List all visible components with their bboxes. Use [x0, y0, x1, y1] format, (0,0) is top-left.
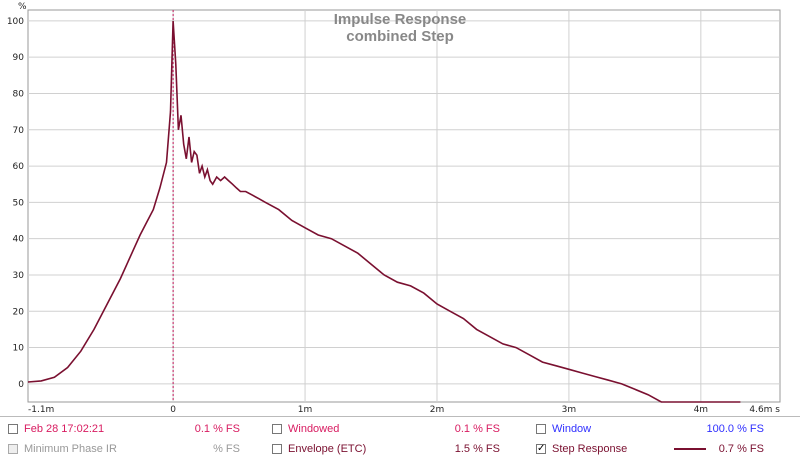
chart-title: Impulse Response — [334, 11, 467, 28]
y-tick-label: 90 — [13, 53, 25, 63]
y-tick-label: 60 — [13, 162, 25, 172]
x-tick-label: 3m — [562, 405, 577, 415]
y-tick-label: 80 — [13, 89, 25, 99]
legend-panel: Feb 28 17:02:21 0.1 % FS Windowed 0.1 % … — [0, 416, 800, 461]
x-tick-label: 1m — [298, 405, 313, 415]
x-tick-label: 4m — [694, 405, 709, 415]
plot-frame — [27, 9, 781, 403]
envelope-value: 1.5 % FS — [454, 443, 500, 455]
step-response-line-swatch — [674, 448, 706, 450]
y-tick-label: 10 — [13, 344, 25, 354]
measurement-checkbox[interactable] — [8, 424, 18, 434]
legend-item-measurement[interactable]: Feb 28 17:02:21 0.1 % FS — [8, 421, 258, 437]
x-axis-ticks: -1.1m 0 1m 2m 3m 4m 4.6m s — [28, 405, 780, 415]
window-value: 100.0 % FS — [706, 423, 764, 435]
windowed-label: Windowed — [288, 423, 340, 435]
y-tick-label: 70 — [13, 126, 25, 136]
step-response-label: Step Response — [552, 443, 628, 455]
legend-item-windowed[interactable]: Windowed 0.1 % FS — [272, 421, 532, 437]
x-tick-label: -1.1m — [28, 405, 54, 415]
y-axis-ticks: 0 10 20 30 40 50 60 70 80 90 100 — [7, 17, 24, 390]
legend-item-step-response[interactable]: ✓ Step Response 0.7 % FS — [536, 441, 796, 457]
y-tick-label: 100 — [7, 17, 24, 27]
legend-item-window[interactable]: Window 100.0 % FS — [536, 421, 796, 437]
y-tick-label: 20 — [13, 307, 25, 317]
x-tick-label: 2m — [430, 405, 445, 415]
y-tick-label: 50 — [13, 198, 25, 208]
step-response-curve — [27, 20, 741, 403]
windowed-value: 0.1 % FS — [454, 423, 500, 435]
x-tick-label: 4.6m s — [749, 405, 780, 415]
legend-item-envelope[interactable]: Envelope (ETC) 1.5 % FS — [272, 441, 532, 457]
step-response-checkbox[interactable]: ✓ — [536, 443, 546, 454]
step-response-value: 0.7 % FS — [718, 443, 764, 455]
windowed-checkbox[interactable] — [272, 424, 282, 434]
envelope-label: Envelope (ETC) — [288, 443, 367, 455]
window-checkbox[interactable] — [536, 424, 546, 434]
chart-area: 0 10 20 30 40 50 60 70 80 90 100 -1.1m 0 1m 2m 3m 4m 4.6… — [7, 2, 781, 415]
window-label: Window — [552, 423, 592, 435]
measurement-value: 0.1 % FS — [194, 423, 240, 435]
y-tick-label: 40 — [13, 235, 25, 245]
legend-item-minimum-phase[interactable]: Minimum Phase IR % FS — [8, 441, 258, 457]
envelope-checkbox[interactable] — [272, 444, 282, 454]
x-tick-label: 0 — [170, 405, 176, 415]
y-tick-label: 0 — [18, 380, 24, 390]
y-axis-unit-label: % — [18, 2, 27, 12]
y-tick-label: 30 — [13, 271, 25, 281]
minimum-phase-label: Minimum Phase IR — [24, 443, 117, 455]
minimum-phase-value: % FS — [213, 443, 240, 455]
measurement-label: Feb 28 17:02:21 — [24, 423, 105, 435]
minimum-phase-checkbox[interactable] — [8, 444, 18, 454]
chart-grid — [27, 9, 781, 403]
chart-subtitle: combined Step — [346, 28, 454, 45]
